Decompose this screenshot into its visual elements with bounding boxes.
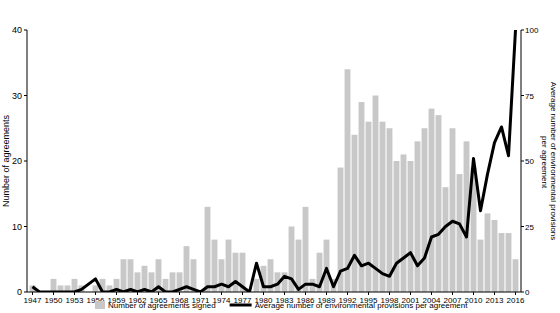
bar: [184, 246, 190, 292]
y-tick-label: 30: [12, 91, 22, 101]
bar: [422, 128, 428, 292]
x-tick: [263, 292, 264, 295]
x-tick: [200, 292, 201, 295]
bar: [415, 141, 421, 292]
y2-tick-label: 0: [525, 288, 530, 297]
legend-label: Average number of environmental provisio…: [255, 301, 469, 310]
x-tick-label: 1953: [66, 296, 84, 305]
bar: [429, 109, 435, 292]
y2-axis-title-line: per agreement: [540, 134, 549, 189]
y2-tick: [521, 226, 524, 227]
x-tick: [326, 292, 327, 295]
y-tick-label: 40: [12, 25, 22, 35]
y-tick: [24, 30, 27, 31]
bar: [121, 259, 127, 292]
bar: [387, 128, 393, 292]
plot-area: [30, 30, 519, 292]
x-tick-label: 1947: [24, 296, 42, 305]
x-tick-label: 1950: [45, 296, 63, 305]
y-tick: [24, 292, 27, 293]
y-axis-title: Number of agreements: [1, 114, 11, 207]
y2-tick-label: 50: [525, 157, 534, 166]
x-tick: [242, 292, 243, 295]
bar: [443, 187, 449, 292]
x-tick: [74, 292, 75, 295]
bar: [401, 154, 407, 292]
x-tick: [284, 292, 285, 295]
x-tick: [515, 292, 516, 295]
y2-tick-label: 75: [525, 92, 534, 101]
y2-tick-label: 25: [525, 223, 534, 232]
legend-swatch: [230, 304, 252, 307]
y-tick: [24, 161, 27, 162]
x-tick: [473, 292, 474, 295]
bar: [303, 207, 309, 292]
bar: [450, 128, 456, 292]
bar: [457, 174, 463, 292]
bar: [324, 240, 330, 292]
y2-axis-title-line: Average number of environmental provisio…: [549, 82, 558, 241]
bar: [485, 213, 491, 292]
x-tick: [158, 292, 159, 295]
x-tick: [137, 292, 138, 295]
bar: [394, 161, 400, 292]
y2-tick: [521, 161, 524, 162]
legend-label: Number of agreements signed: [108, 301, 216, 310]
x-tick: [179, 292, 180, 295]
y2-axis-title: Average number of environmental provisio…: [540, 82, 558, 241]
bar: [219, 259, 225, 292]
y-tick-label: 0: [17, 287, 22, 297]
bar: [212, 240, 218, 292]
bar: [135, 272, 141, 292]
x-tick: [53, 292, 54, 295]
legend-swatch: [95, 301, 105, 309]
x-tick: [494, 292, 495, 295]
x-tick: [305, 292, 306, 295]
x-tick: [389, 292, 390, 295]
bar: [93, 285, 99, 292]
bar: [408, 161, 414, 292]
bar: [51, 279, 57, 292]
x-tick: [347, 292, 348, 295]
legend: Number of agreements signed Average numbe…: [95, 301, 468, 310]
line: [33, 30, 516, 292]
bar: [128, 259, 134, 292]
bar: [345, 69, 351, 292]
chart: 0102030400255075100194719501953195619591…: [0, 0, 560, 313]
x-tick: [95, 292, 96, 295]
x-tick: [116, 292, 117, 295]
y2-tick-label: 100: [525, 26, 539, 35]
x-axis: [27, 292, 521, 293]
y2-tick: [521, 95, 524, 96]
x-tick: [431, 292, 432, 295]
y-tick-label: 10: [12, 222, 22, 232]
axes: 0102030400255075100194719501953195619591…: [12, 25, 539, 305]
bar: [499, 233, 505, 292]
x-tick: [368, 292, 369, 295]
bar: [352, 135, 358, 292]
y2-tick: [521, 292, 524, 293]
bar: [478, 240, 484, 292]
x-tick-label: 2013: [486, 296, 504, 305]
bar: [373, 96, 379, 293]
x-tick: [32, 292, 33, 295]
bar: [380, 122, 386, 292]
x-tick-label: 2016: [507, 296, 525, 305]
y-tick: [24, 95, 27, 96]
y2-tick: [521, 30, 524, 31]
bar: [254, 279, 260, 292]
x-tick: [452, 292, 453, 295]
y-tick-label: 20: [12, 156, 22, 166]
bar: [492, 220, 498, 292]
y-tick: [24, 226, 27, 227]
bar: [205, 207, 211, 292]
x-tick: [221, 292, 222, 295]
bar: [170, 272, 176, 292]
bar: [513, 259, 519, 292]
x-tick: [410, 292, 411, 295]
bar: [506, 233, 512, 292]
bar: [233, 253, 239, 292]
bar: [436, 115, 442, 292]
